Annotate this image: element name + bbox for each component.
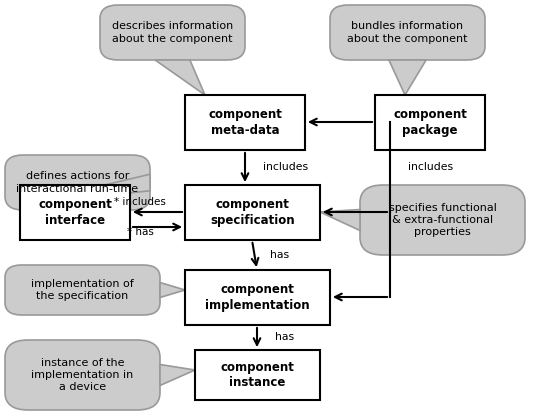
Polygon shape xyxy=(20,174,150,205)
Text: has: has xyxy=(270,250,289,260)
Text: component
specification: component specification xyxy=(210,198,295,227)
Polygon shape xyxy=(160,282,185,297)
Text: * has: * has xyxy=(127,227,153,237)
Text: implementation of
the specification: implementation of the specification xyxy=(31,279,134,301)
Text: includes: includes xyxy=(408,162,453,172)
Text: has: has xyxy=(275,332,294,342)
FancyBboxPatch shape xyxy=(185,270,330,325)
Text: specifies functional
& extra-functional
properties: specifies functional & extra-functional … xyxy=(389,203,496,237)
Text: component
implementation: component implementation xyxy=(205,283,310,312)
Text: bundles information
about the component: bundles information about the component xyxy=(348,21,468,44)
FancyBboxPatch shape xyxy=(185,185,320,240)
Polygon shape xyxy=(160,364,195,385)
FancyBboxPatch shape xyxy=(20,185,130,240)
Text: defines actions for
interactional run-time: defines actions for interactional run-ti… xyxy=(16,171,138,194)
FancyBboxPatch shape xyxy=(375,95,485,150)
Polygon shape xyxy=(155,60,205,95)
FancyBboxPatch shape xyxy=(5,265,160,315)
FancyBboxPatch shape xyxy=(5,340,160,410)
Text: component
package: component package xyxy=(393,108,467,137)
FancyBboxPatch shape xyxy=(330,5,485,60)
FancyBboxPatch shape xyxy=(185,95,305,150)
Text: component
meta-data: component meta-data xyxy=(208,108,282,137)
Polygon shape xyxy=(389,60,426,95)
Text: instance of the
implementation in
a device: instance of the implementation in a devi… xyxy=(31,358,133,392)
FancyBboxPatch shape xyxy=(195,350,320,400)
Text: * includes: * includes xyxy=(114,197,166,207)
FancyBboxPatch shape xyxy=(100,5,245,60)
Text: component
instance: component instance xyxy=(221,361,294,389)
FancyBboxPatch shape xyxy=(5,155,150,210)
Polygon shape xyxy=(320,209,360,231)
Text: includes: includes xyxy=(263,162,308,172)
Text: describes information
about the component: describes information about the componen… xyxy=(112,21,233,44)
FancyBboxPatch shape xyxy=(360,185,525,255)
Text: component
interface: component interface xyxy=(38,198,112,227)
